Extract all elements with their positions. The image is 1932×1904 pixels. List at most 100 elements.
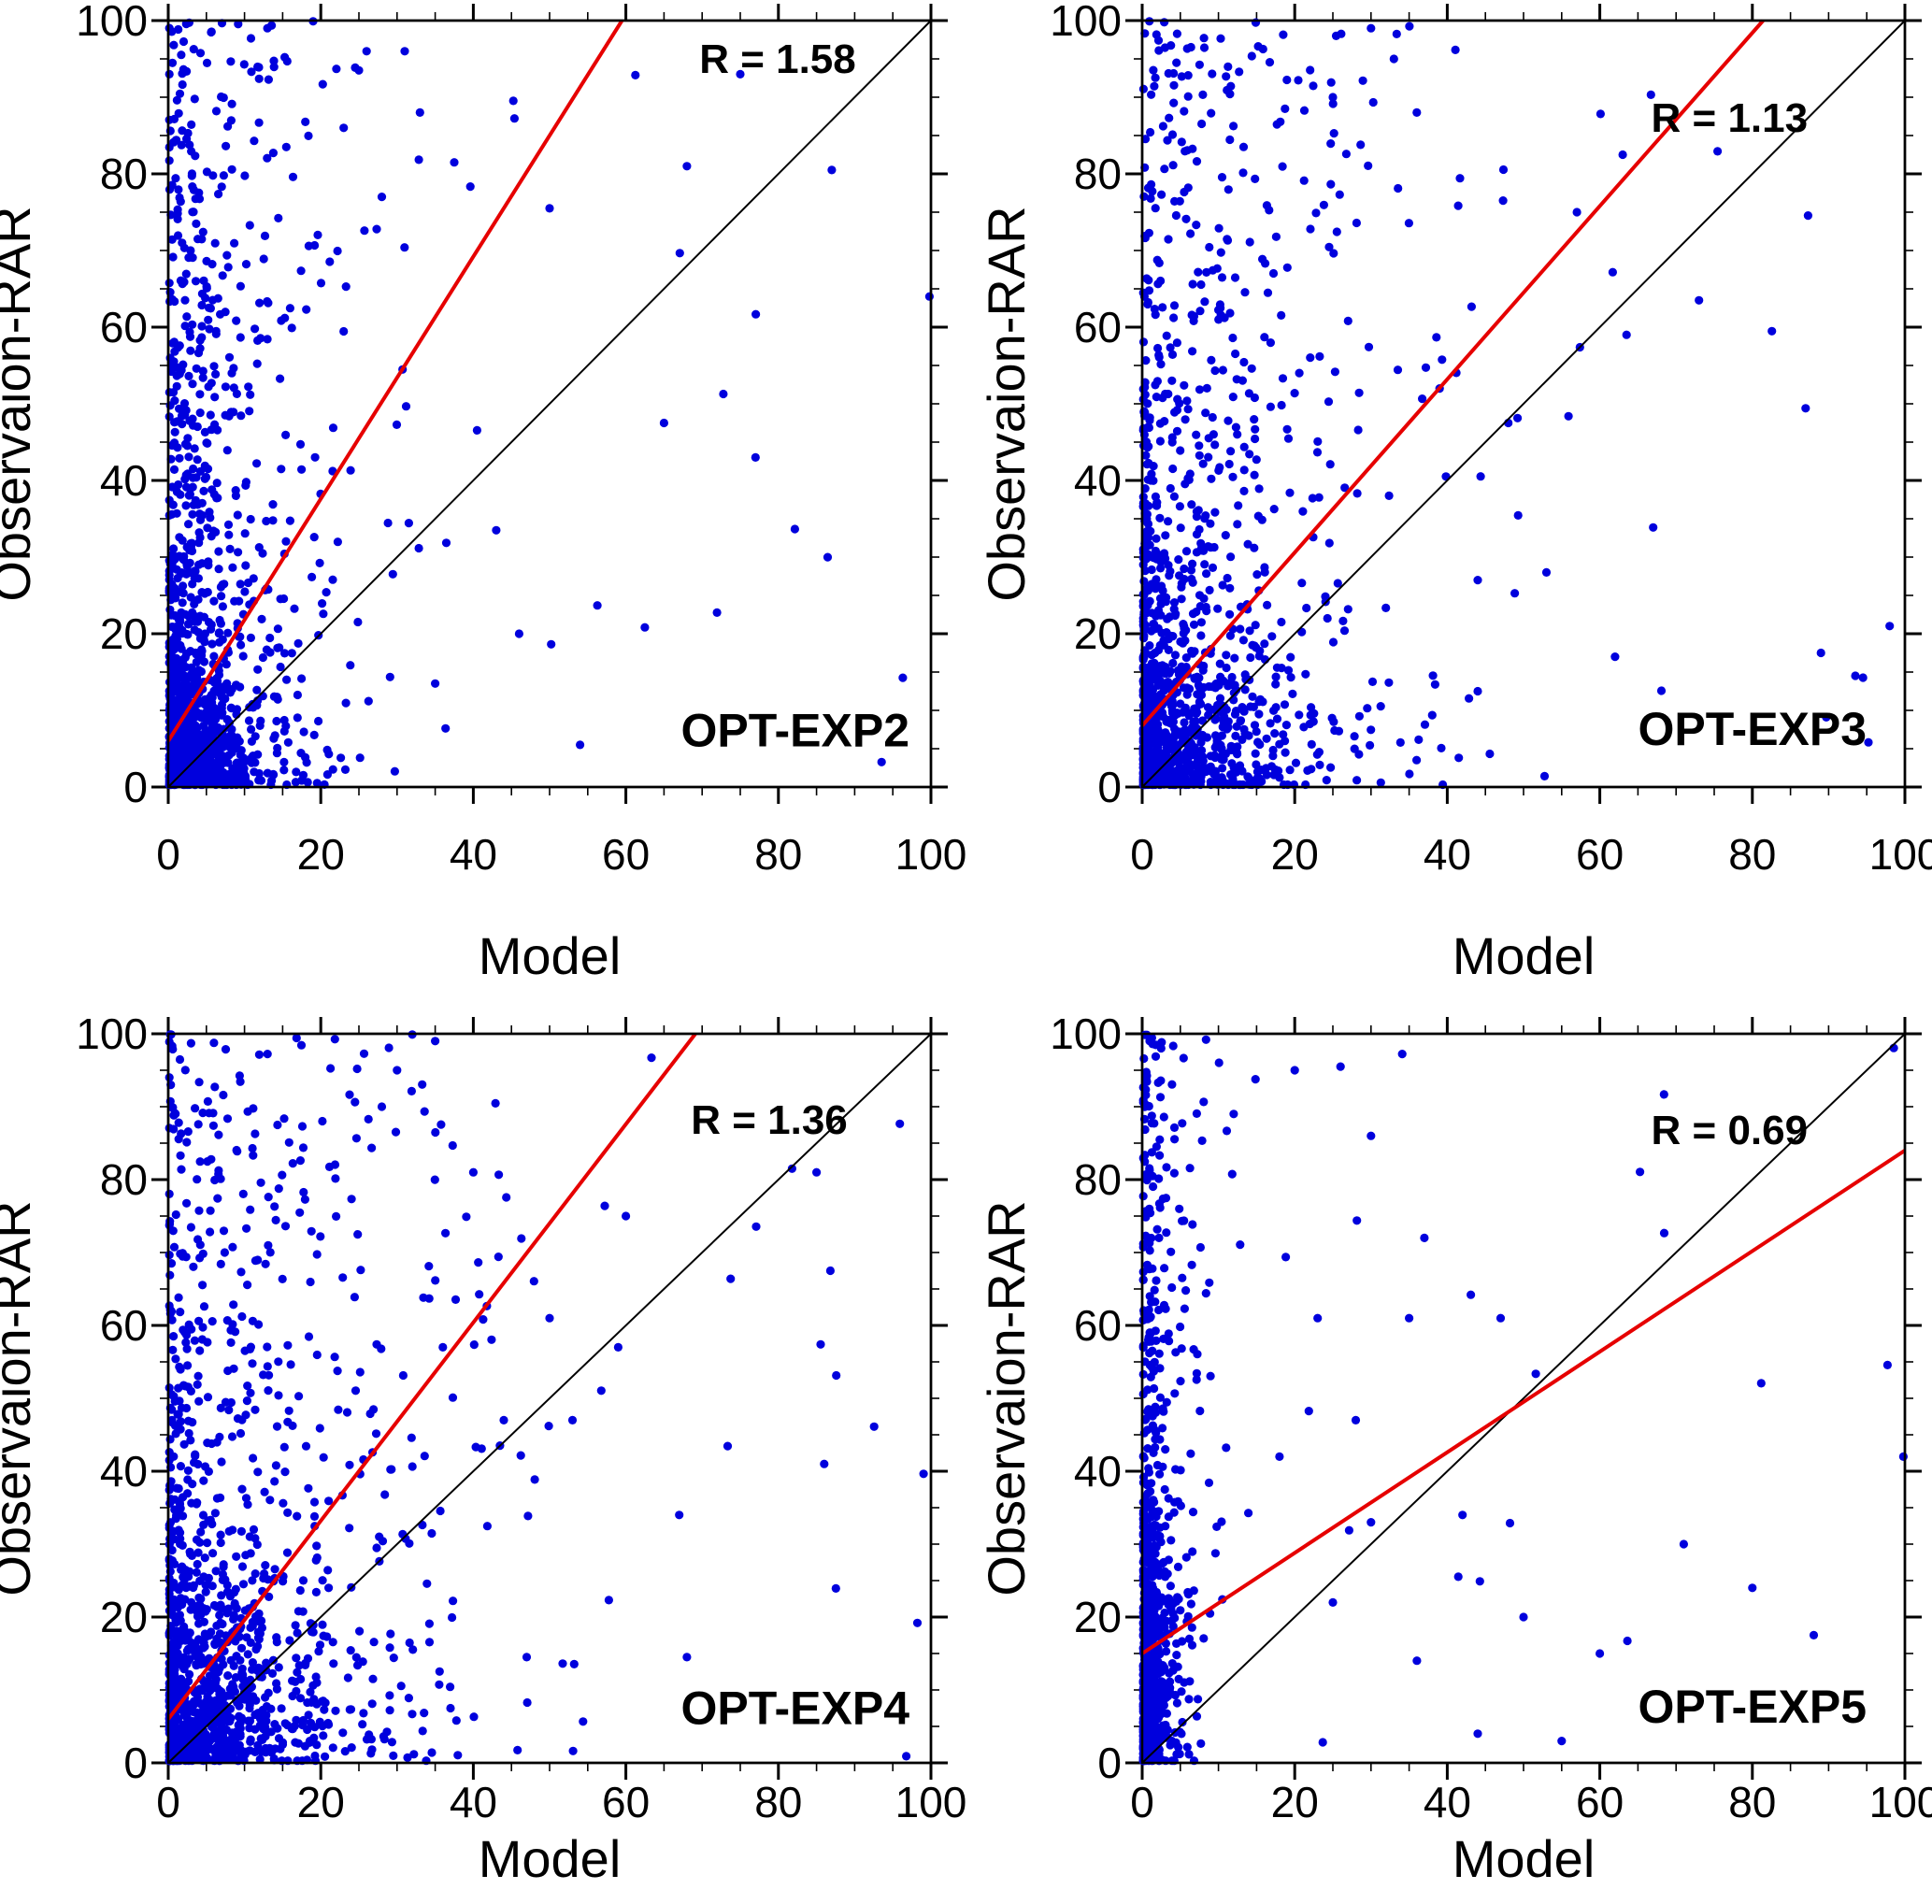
data-point — [1306, 710, 1315, 720]
scatter-points — [1138, 17, 1895, 790]
data-point — [377, 1344, 386, 1353]
data-point — [186, 593, 195, 602]
data-point — [219, 682, 228, 692]
x-tick-label: 60 — [602, 1778, 650, 1826]
data-point — [1340, 483, 1350, 493]
data-point — [202, 774, 211, 784]
data-point — [224, 718, 235, 727]
data-point — [1166, 343, 1175, 352]
plot-frame-overlay — [166, 1032, 933, 1765]
data-point — [170, 427, 179, 437]
data-point — [241, 480, 250, 491]
data-point — [229, 1300, 238, 1310]
data-point — [233, 1414, 243, 1424]
data-point — [1309, 81, 1318, 91]
data-point — [165, 1270, 175, 1280]
data-point — [1233, 520, 1242, 529]
data-point — [1195, 307, 1205, 316]
data-point — [1216, 34, 1225, 43]
data-point — [243, 1281, 252, 1290]
data-point — [1307, 703, 1316, 712]
data-point — [1152, 611, 1161, 621]
data-point — [1246, 652, 1255, 663]
data-point — [360, 226, 369, 236]
data-point — [1157, 737, 1166, 746]
data-point — [170, 1495, 179, 1504]
data-point — [1174, 555, 1183, 565]
data-point — [351, 1386, 361, 1396]
data-point — [1173, 666, 1182, 675]
data-point — [346, 661, 355, 670]
data-point — [183, 1361, 193, 1370]
data-point — [202, 167, 211, 177]
data-point — [1216, 248, 1225, 257]
data-point — [199, 1520, 208, 1529]
data-point — [200, 637, 209, 647]
data-point — [1193, 756, 1202, 766]
data-point — [293, 713, 302, 723]
data-point — [1164, 517, 1173, 526]
data-point — [1147, 659, 1156, 668]
data-point — [314, 1647, 323, 1656]
data-point — [204, 713, 213, 723]
data-point — [1181, 653, 1191, 663]
data-point — [167, 1415, 177, 1424]
data-point — [751, 1222, 761, 1231]
data-point — [296, 1674, 306, 1684]
data-point — [193, 1371, 203, 1381]
data-point — [229, 1364, 238, 1373]
data-point — [216, 1600, 225, 1610]
data-point — [1265, 58, 1275, 67]
data-point — [249, 1525, 259, 1534]
data-point — [1384, 491, 1394, 501]
data-point — [185, 327, 194, 336]
data-point — [208, 1519, 217, 1529]
data-point — [328, 575, 337, 584]
data-point — [1183, 183, 1193, 193]
data-point — [1240, 685, 1250, 694]
data-point — [576, 740, 585, 750]
data-point — [1231, 731, 1240, 741]
data-point — [198, 366, 208, 376]
y-tick-label: 60 — [100, 303, 148, 351]
data-point — [216, 744, 225, 753]
data-point — [285, 304, 294, 313]
data-point — [178, 1249, 187, 1258]
data-point — [1188, 1547, 1197, 1556]
data-point — [328, 1638, 337, 1647]
y-tick-label: 20 — [1074, 1593, 1122, 1641]
data-point — [178, 420, 187, 429]
data-point — [1858, 673, 1868, 682]
data-point — [1254, 709, 1264, 719]
data-point — [293, 690, 302, 700]
data-point — [869, 1422, 879, 1431]
data-point — [231, 1673, 240, 1682]
data-point — [249, 1453, 258, 1463]
data-point — [250, 136, 259, 146]
data-point — [244, 382, 253, 392]
data-point — [184, 1733, 193, 1742]
data-point — [1541, 567, 1552, 578]
data-point — [1202, 607, 1211, 616]
data-point — [1164, 389, 1173, 399]
data-point — [1181, 480, 1190, 489]
data-point — [208, 698, 217, 708]
data-point — [188, 608, 197, 618]
data-point — [186, 1038, 195, 1048]
data-point — [194, 1316, 204, 1325]
data-point — [167, 653, 178, 663]
data-point — [279, 715, 289, 725]
data-point — [211, 1668, 221, 1677]
data-point — [502, 1193, 511, 1202]
data-point — [1238, 766, 1247, 776]
data-point — [1222, 663, 1231, 673]
data-point — [315, 1717, 324, 1726]
data-point — [1306, 224, 1315, 234]
data-point — [175, 404, 184, 413]
data-point — [224, 1526, 234, 1536]
data-point — [491, 1098, 500, 1108]
data-point — [227, 99, 236, 108]
x-axis-label: Model — [479, 1829, 622, 1888]
data-point — [182, 1198, 192, 1208]
data-point — [246, 390, 255, 399]
